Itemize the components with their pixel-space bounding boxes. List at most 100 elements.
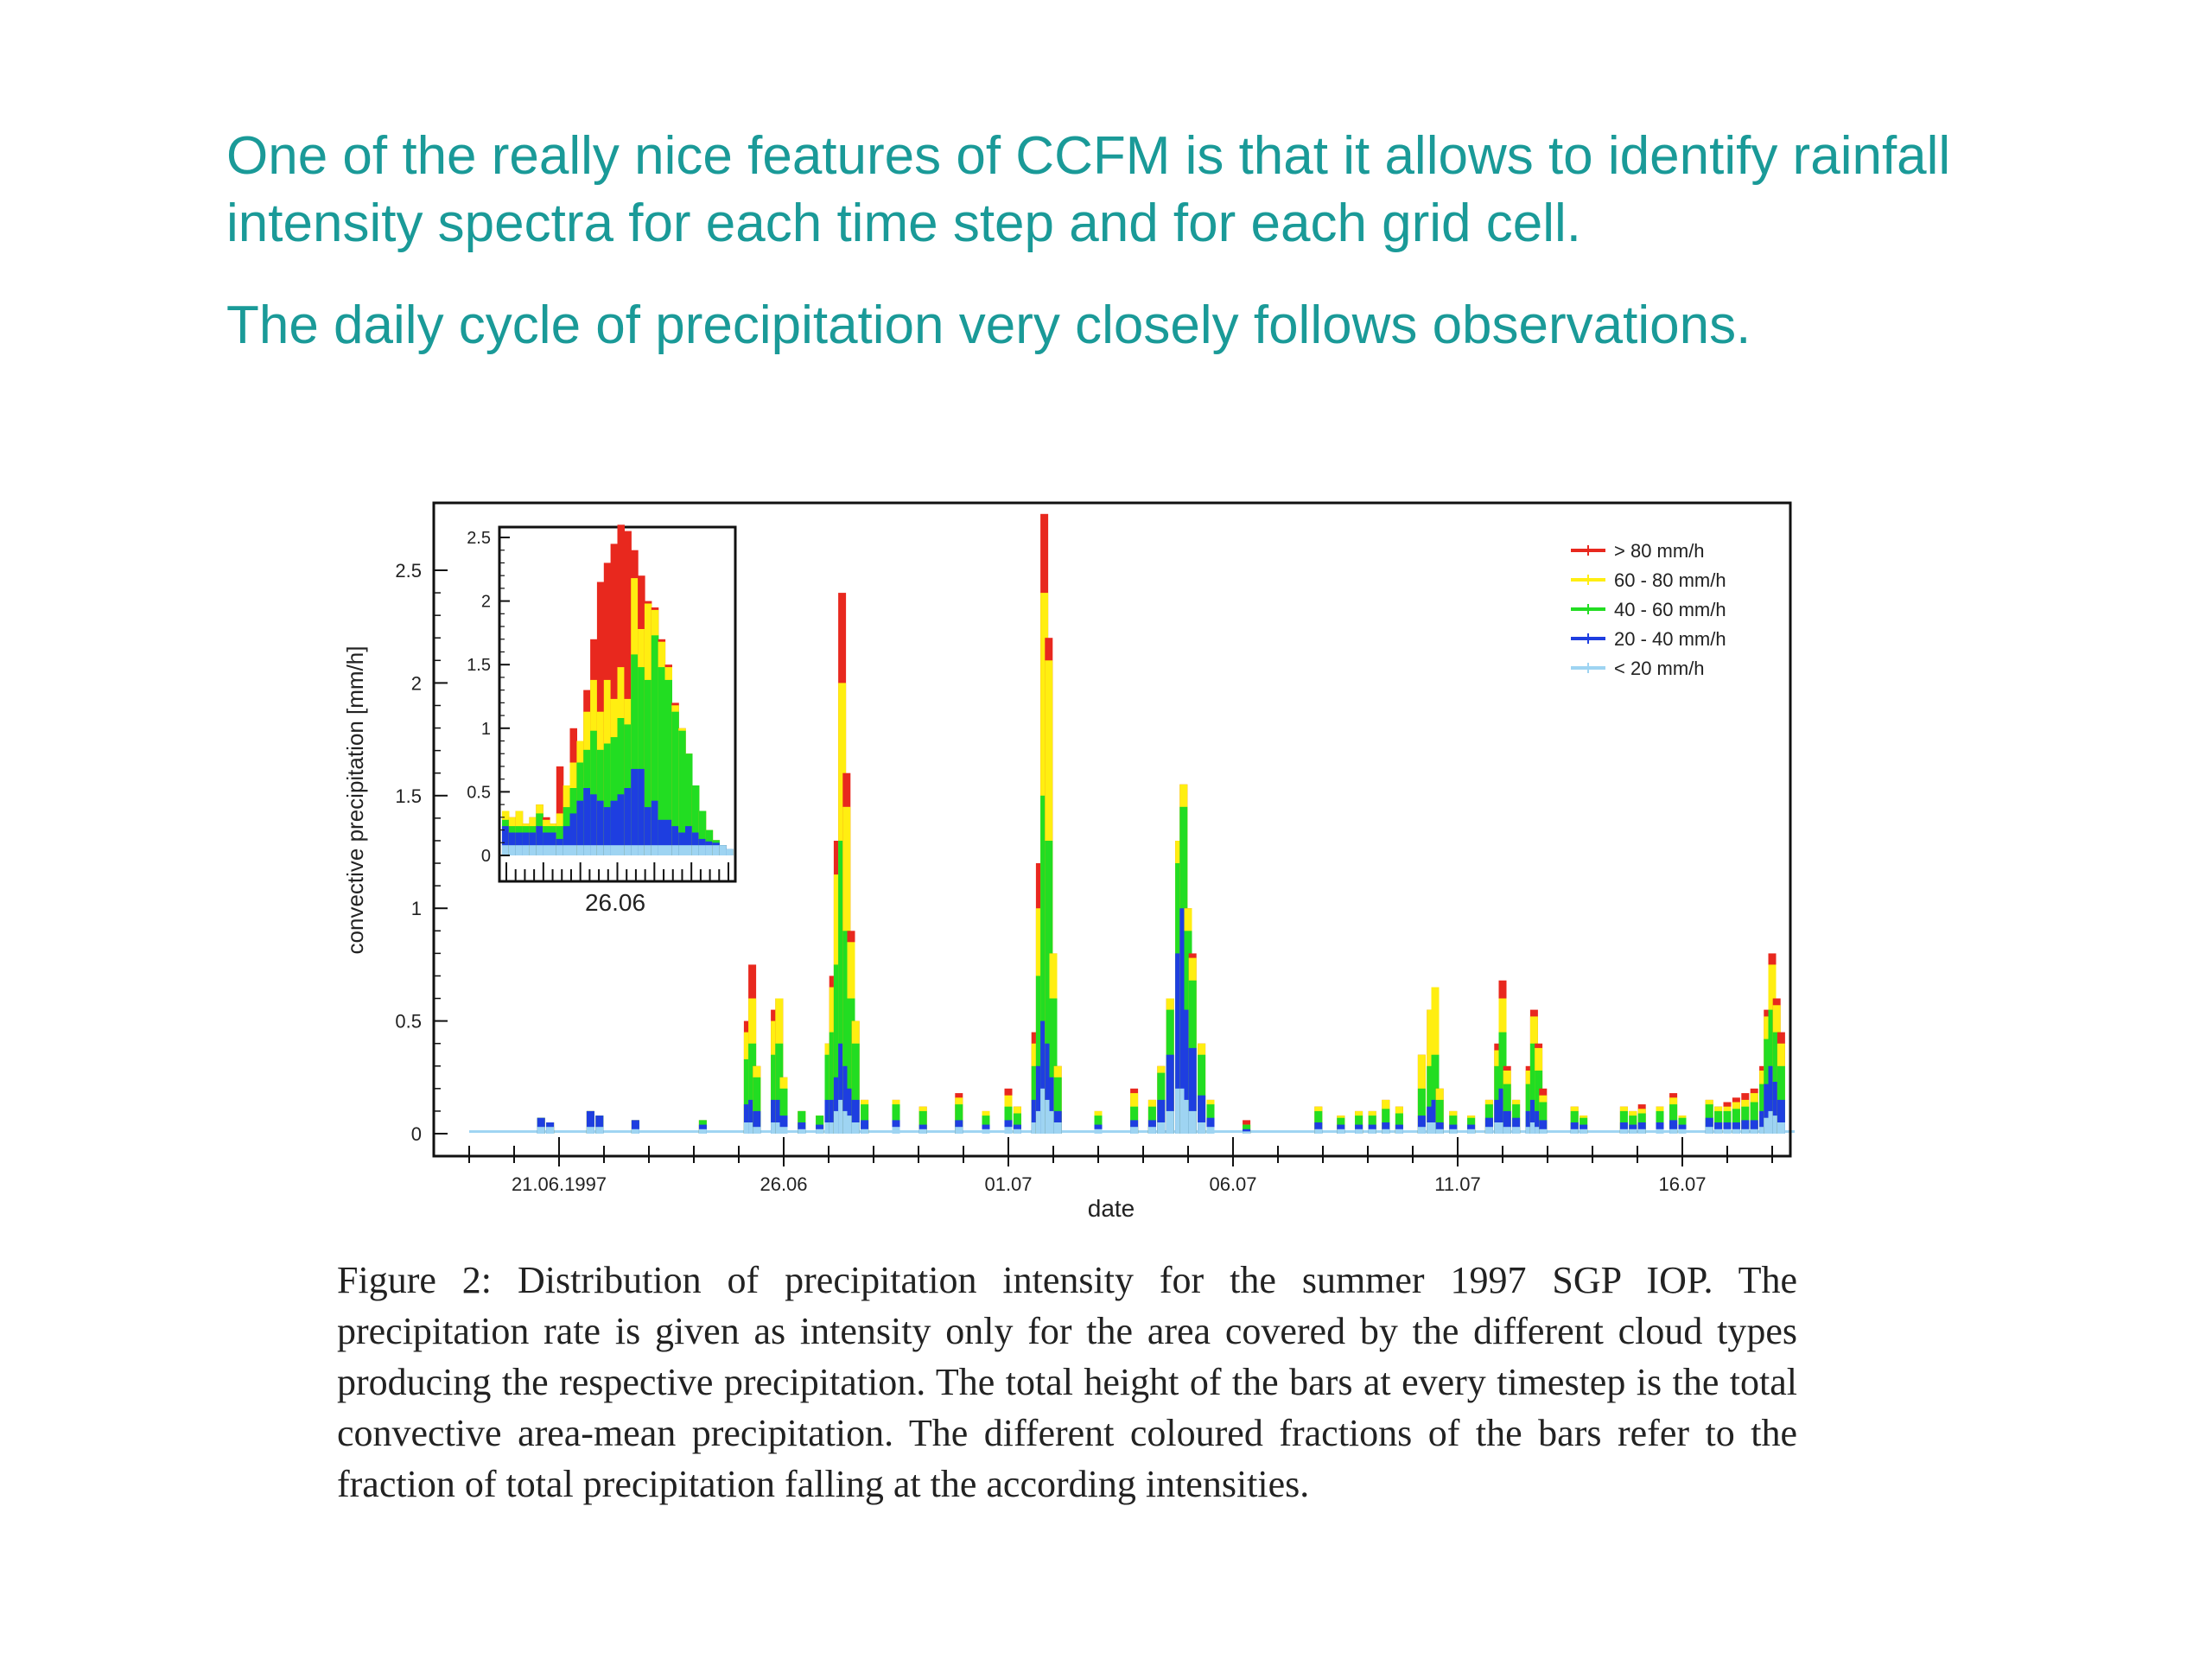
bar-segment: [1512, 1117, 1521, 1134]
y-tick-label: 0.5: [395, 1011, 422, 1033]
inset-bar-group: [529, 817, 537, 855]
bar-group: [546, 1122, 555, 1134]
bar-group: [851, 1020, 860, 1134]
bar-segment: [1417, 1116, 1426, 1134]
inset-bar-segment: [502, 845, 510, 855]
bar-segment: [1049, 1077, 1058, 1134]
bar-segment: [955, 1127, 963, 1134]
inset-bar-group: [515, 810, 524, 855]
bar-group: [1637, 1104, 1646, 1134]
bar-group: [824, 1043, 833, 1134]
bar-segment: [1750, 1120, 1758, 1134]
bar-segment: [1368, 1116, 1376, 1134]
bar-group: [1435, 1088, 1444, 1134]
bar-segment: [1417, 1127, 1426, 1134]
legend-label: < 20 mm/h: [1614, 658, 1705, 679]
bar-group: [1535, 1043, 1543, 1134]
bar-group: [631, 1120, 639, 1134]
bar-segment: [1004, 1127, 1013, 1134]
inset-bar-group: [651, 607, 659, 855]
inset-bar-group: [610, 543, 619, 855]
bar-segment: [1777, 1099, 1785, 1134]
bar-segment: [1130, 1127, 1139, 1134]
bar-segment: [1637, 1122, 1646, 1134]
bar-group: [586, 1110, 594, 1134]
inset-bar-segment: [550, 832, 557, 855]
bar-segment: [1512, 1127, 1521, 1134]
bar-segment: [861, 1120, 869, 1134]
bar-segment: [775, 1122, 784, 1134]
bar-group: [1580, 1116, 1588, 1134]
bar-segment: [1198, 1095, 1206, 1134]
bar-segment: [1656, 1122, 1664, 1134]
bar-segment: [1035, 1065, 1044, 1134]
inset-bar-segment: [515, 845, 524, 855]
inset-bar-segment: [644, 807, 652, 855]
bar-segment: [1427, 1122, 1435, 1134]
inset-bar-segment: [610, 845, 619, 855]
bar-group: [1206, 1099, 1215, 1134]
inset-bar-group: [638, 575, 645, 855]
bar-segment: [1759, 1127, 1768, 1134]
bar-segment: [1314, 1128, 1323, 1134]
inset-bar-segment: [583, 845, 591, 855]
inset-bar-group: [508, 817, 517, 855]
bar-group: [1529, 1009, 1538, 1134]
inset-bar-segment: [705, 845, 714, 855]
bar-segment: [1243, 1131, 1251, 1134]
bar-segment: [1395, 1113, 1403, 1134]
bar-group: [748, 964, 757, 1134]
bar-segment: [892, 1104, 900, 1134]
inset-bar-segment: [631, 768, 639, 855]
inset-bar-segment: [658, 667, 666, 855]
bar-segment: [1669, 1104, 1678, 1134]
inset-bar-group: [563, 785, 571, 855]
bar-group: [1759, 1065, 1768, 1134]
bar-segment: [779, 1116, 788, 1134]
y-tick-label: 2.5: [395, 560, 422, 582]
inset-bar-segment: [691, 785, 700, 855]
bar-segment: [1772, 1082, 1781, 1134]
bar-segment: [824, 1054, 833, 1134]
slide-paragraph-2: The daily cycle of precipitation very cl…: [226, 296, 1751, 355]
bar-segment: [1732, 1128, 1740, 1134]
inset-bar-segment: [536, 826, 543, 855]
bar-segment: [1382, 1109, 1390, 1134]
inset-bar-segment: [651, 845, 659, 855]
inset-bar-group: [550, 823, 557, 855]
bar-segment: [748, 1099, 757, 1134]
inset-y-tick-label: 2: [481, 593, 491, 612]
inset-bar-segment: [671, 845, 679, 855]
y-axis-label: convective precipitation [mm/h]: [342, 646, 368, 955]
inset-bar-segment: [522, 832, 531, 855]
bar-segment: [829, 1032, 837, 1134]
inset-bar-segment: [726, 849, 734, 855]
bar-segment: [824, 1122, 833, 1134]
bar-group: [1772, 998, 1781, 1134]
bar-segment: [1395, 1128, 1403, 1134]
y-tick-label: 0: [411, 1123, 422, 1145]
bar-segment: [1741, 1120, 1750, 1134]
bar-segment: [753, 1110, 761, 1134]
inset-bar-group: [502, 810, 510, 855]
bar-segment: [842, 931, 851, 1134]
bar-segment: [1484, 1117, 1493, 1134]
bar-segment: [1049, 1110, 1058, 1134]
bar-segment: [918, 1110, 927, 1134]
inset-bar-segment: [502, 826, 510, 855]
inset-bar-segment: [556, 766, 564, 855]
inset-bar-segment: [529, 845, 537, 855]
bar-segment: [1570, 1110, 1579, 1134]
bar-group: [861, 1099, 869, 1134]
inset-y-tick-label: 2.5: [467, 529, 491, 548]
bar-segment: [1503, 1110, 1511, 1134]
bar-group: [1503, 1065, 1511, 1134]
bar-segment: [1175, 953, 1184, 1134]
x-tick-label: 26.06: [760, 1173, 807, 1195]
inset-bar-segment: [698, 810, 707, 855]
bar-group: [1045, 638, 1053, 1134]
bar-segment: [824, 1099, 833, 1134]
inset-bar-group: [543, 817, 550, 855]
bar-group: [753, 1065, 761, 1134]
inset-bar-segment: [617, 794, 625, 855]
